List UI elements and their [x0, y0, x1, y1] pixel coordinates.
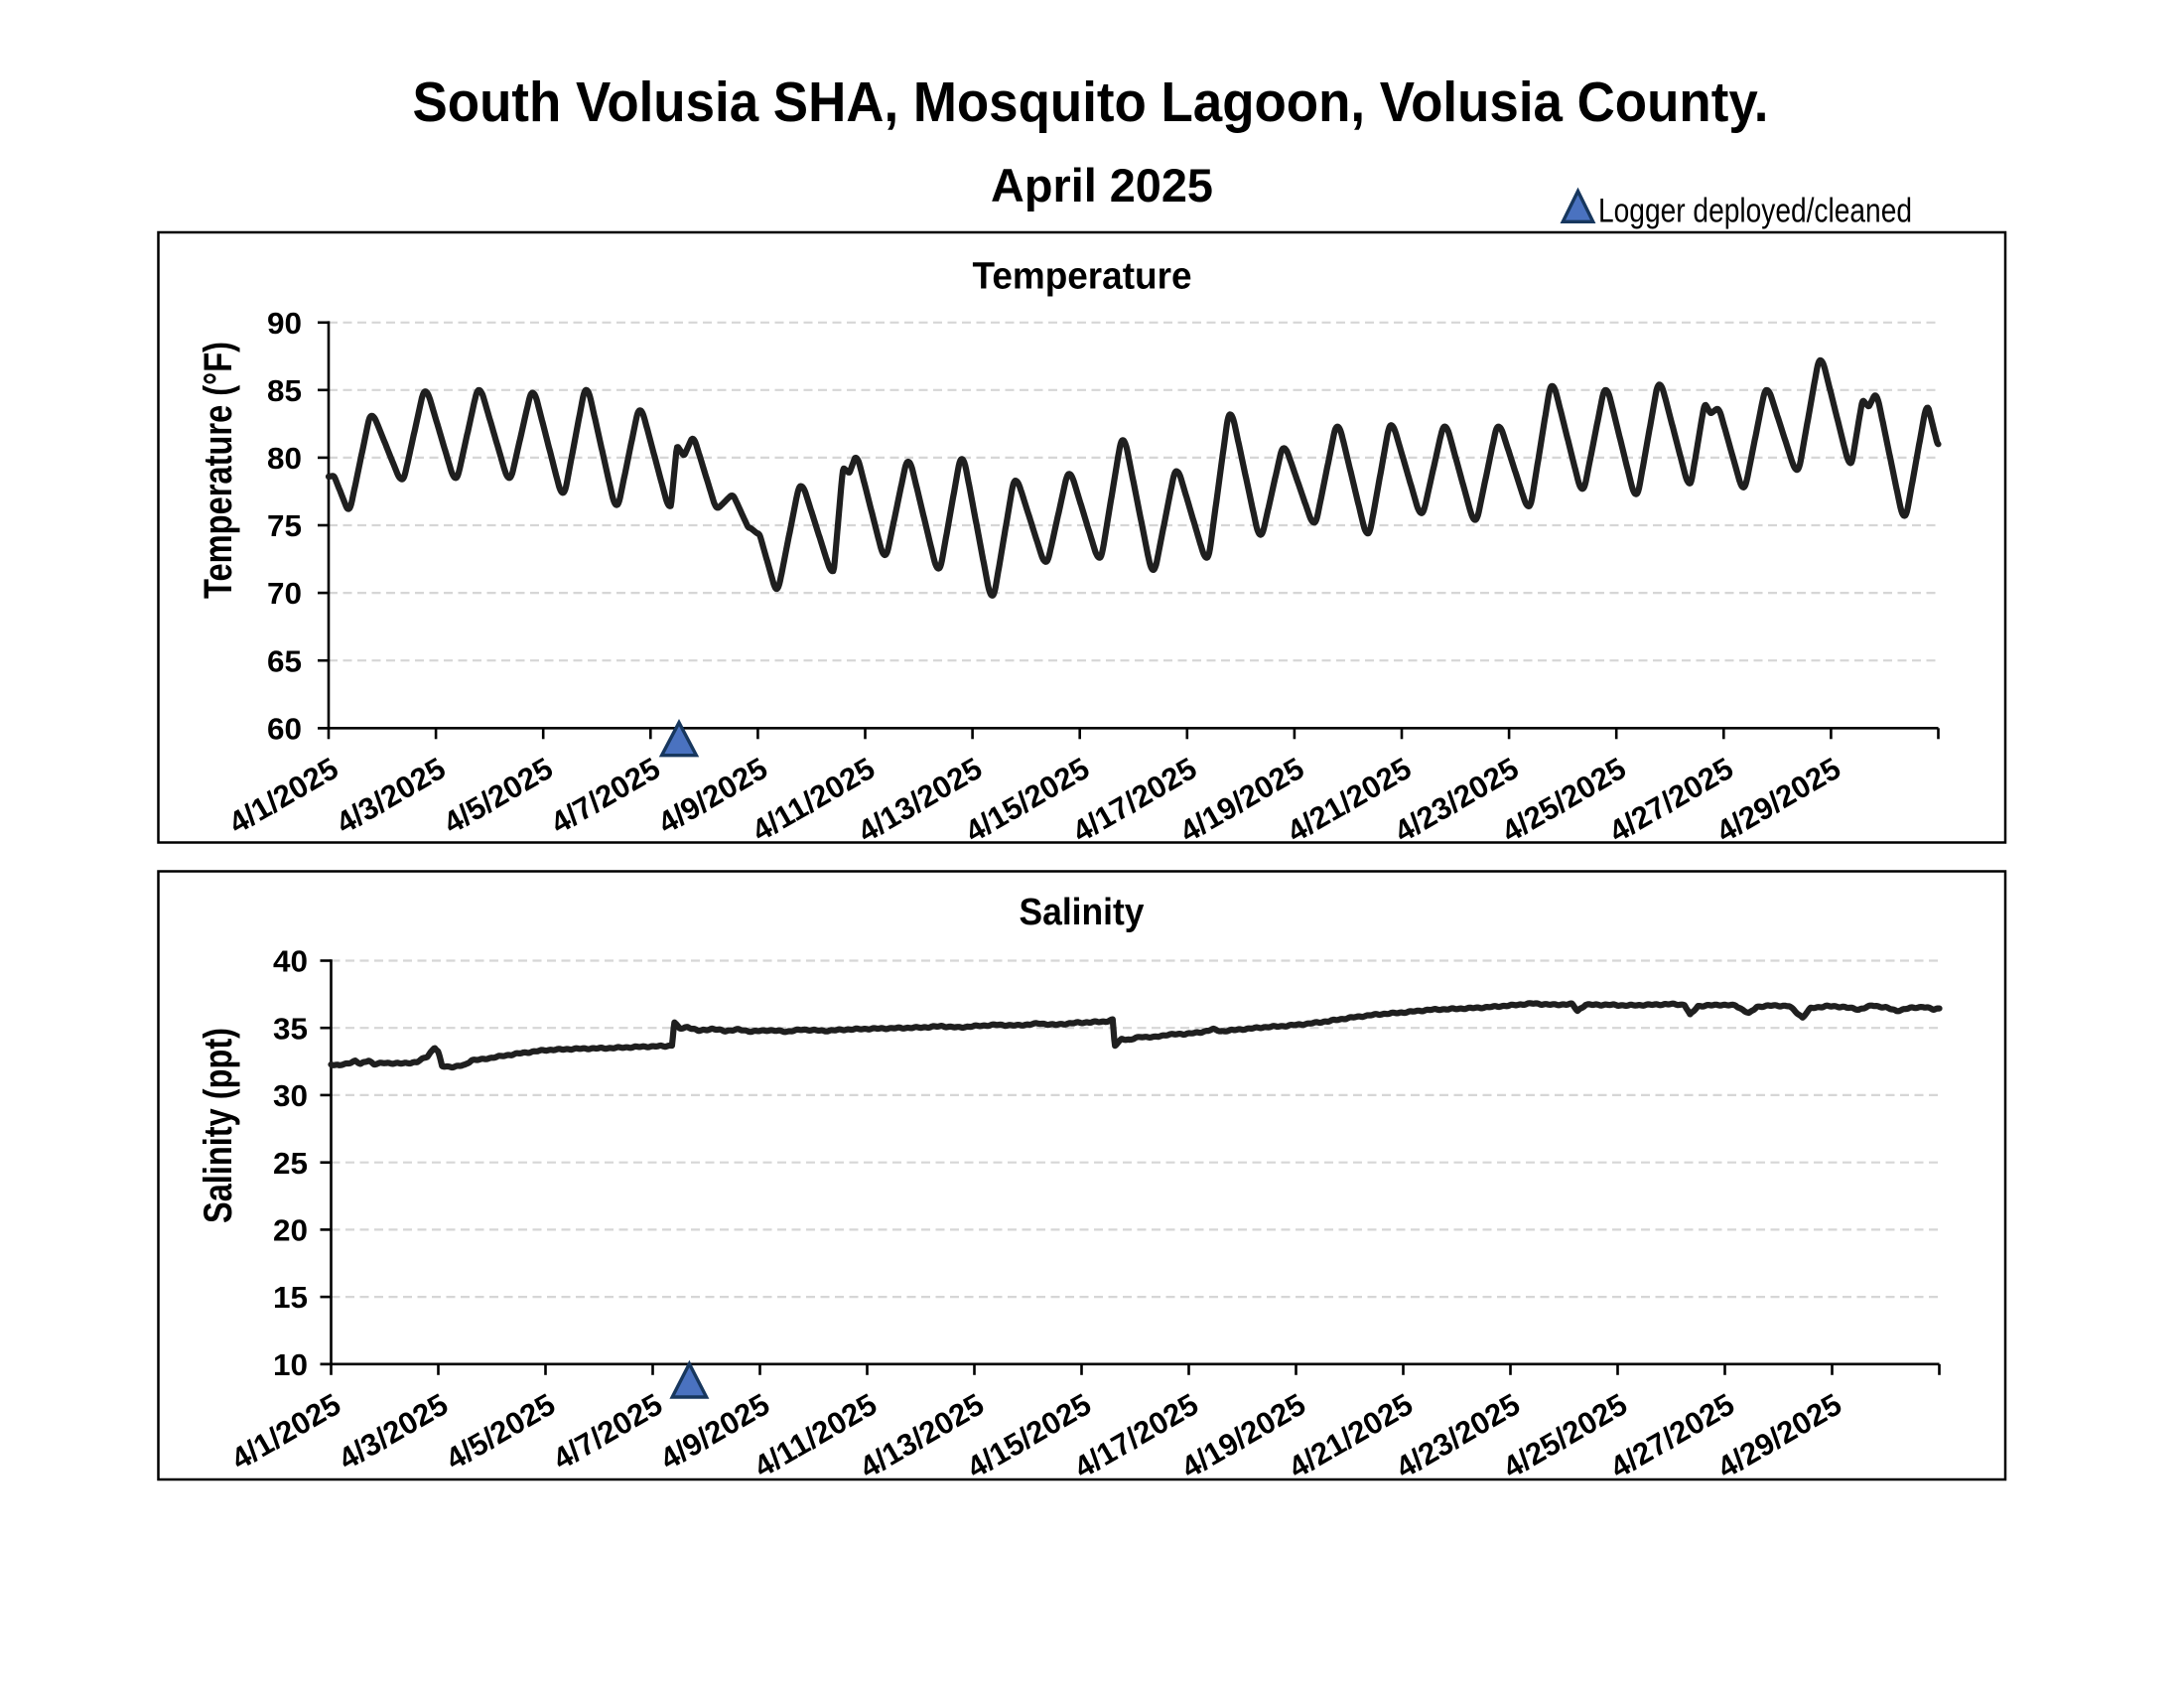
svg-text:90: 90: [267, 306, 302, 341]
svg-text:30: 30: [273, 1078, 308, 1113]
svg-text:Temperature (°F): Temperature (°F): [197, 342, 240, 599]
svg-text:40: 40: [273, 944, 308, 979]
svg-text:Logger deployed/cleaned: Logger deployed/cleaned: [1598, 192, 1912, 229]
svg-text:80: 80: [267, 441, 302, 476]
svg-text:25: 25: [273, 1146, 308, 1181]
svg-text:15: 15: [273, 1280, 308, 1315]
svg-text:Salinity (ppt): Salinity (ppt): [197, 1028, 240, 1223]
svg-text:April 2025: April 2025: [991, 160, 1213, 212]
svg-text:South Volusia SHA, Mosquito La: South Volusia SHA, Mosquito Lagoon, Volu…: [413, 70, 1769, 133]
svg-text:85: 85: [267, 373, 302, 408]
svg-text:20: 20: [273, 1213, 308, 1248]
svg-text:Temperature: Temperature: [973, 256, 1192, 298]
svg-text:70: 70: [267, 576, 302, 611]
svg-text:75: 75: [267, 508, 302, 543]
svg-text:65: 65: [267, 643, 302, 678]
svg-text:60: 60: [267, 711, 302, 746]
svg-text:Salinity: Salinity: [1020, 892, 1145, 933]
svg-text:35: 35: [273, 1011, 308, 1046]
svg-text:10: 10: [273, 1347, 308, 1382]
